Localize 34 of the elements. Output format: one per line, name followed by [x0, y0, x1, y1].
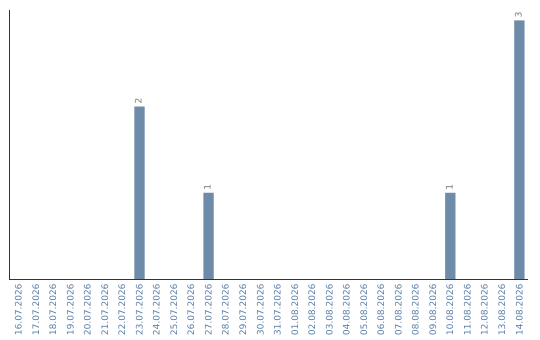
- x-tick-label: 11.08.2026: [463, 283, 474, 336]
- x-tick-label: 29.07.2026: [239, 283, 250, 336]
- x-tick-label: 18.07.2026: [49, 283, 60, 336]
- x-tick-label: 14.08.2026: [515, 283, 526, 336]
- x-tick-label: 06.08.2026: [377, 283, 388, 336]
- x-tick-label: 31.07.2026: [274, 283, 284, 336]
- x-tick-label: 27.07.2026: [204, 283, 214, 336]
- x-tick-label: 23.07.2026: [135, 283, 146, 336]
- data-label: 1: [445, 184, 456, 190]
- x-tick-label: 30.07.2026: [256, 283, 266, 336]
- x-tick-label: 13.08.2026: [498, 283, 508, 336]
- x-tick-label: 21.07.2026: [100, 283, 111, 336]
- x-tick-label: 01.08.2026: [290, 283, 301, 336]
- x-tick-label: 12.08.2026: [480, 283, 491, 336]
- x-tick-label: 07.08.2026: [394, 283, 404, 336]
- x-tick-label: 02.08.2026: [308, 283, 318, 336]
- data-label: 3: [514, 12, 524, 18]
- x-tick-label: 08.08.2026: [412, 283, 422, 336]
- x-tick-label: 26.07.2026: [187, 283, 198, 336]
- x-tick-label: 22.07.2026: [118, 283, 128, 336]
- x-tick-label: 19.07.2026: [66, 283, 76, 336]
- x-tick-label: 24.07.2026: [152, 283, 163, 336]
- x-tick-label: 05.08.2026: [360, 283, 370, 336]
- x-tick-label: 04.08.2026: [342, 283, 353, 336]
- x-tick-label: 17.07.2026: [32, 283, 42, 336]
- x-tick-label: 28.07.2026: [222, 283, 232, 336]
- x-tick-label: 20.07.2026: [84, 283, 94, 336]
- x-tick-label: 16.07.2026: [14, 283, 25, 336]
- x-tick-label: 03.08.2026: [325, 283, 336, 336]
- data-label: 2: [134, 98, 144, 104]
- x-tick-label: 09.08.2026: [428, 283, 439, 336]
- x-tick-label: 25.07.2026: [170, 283, 180, 336]
- data-label: 1: [204, 184, 214, 190]
- x-tick-label: 10.08.2026: [446, 283, 456, 336]
